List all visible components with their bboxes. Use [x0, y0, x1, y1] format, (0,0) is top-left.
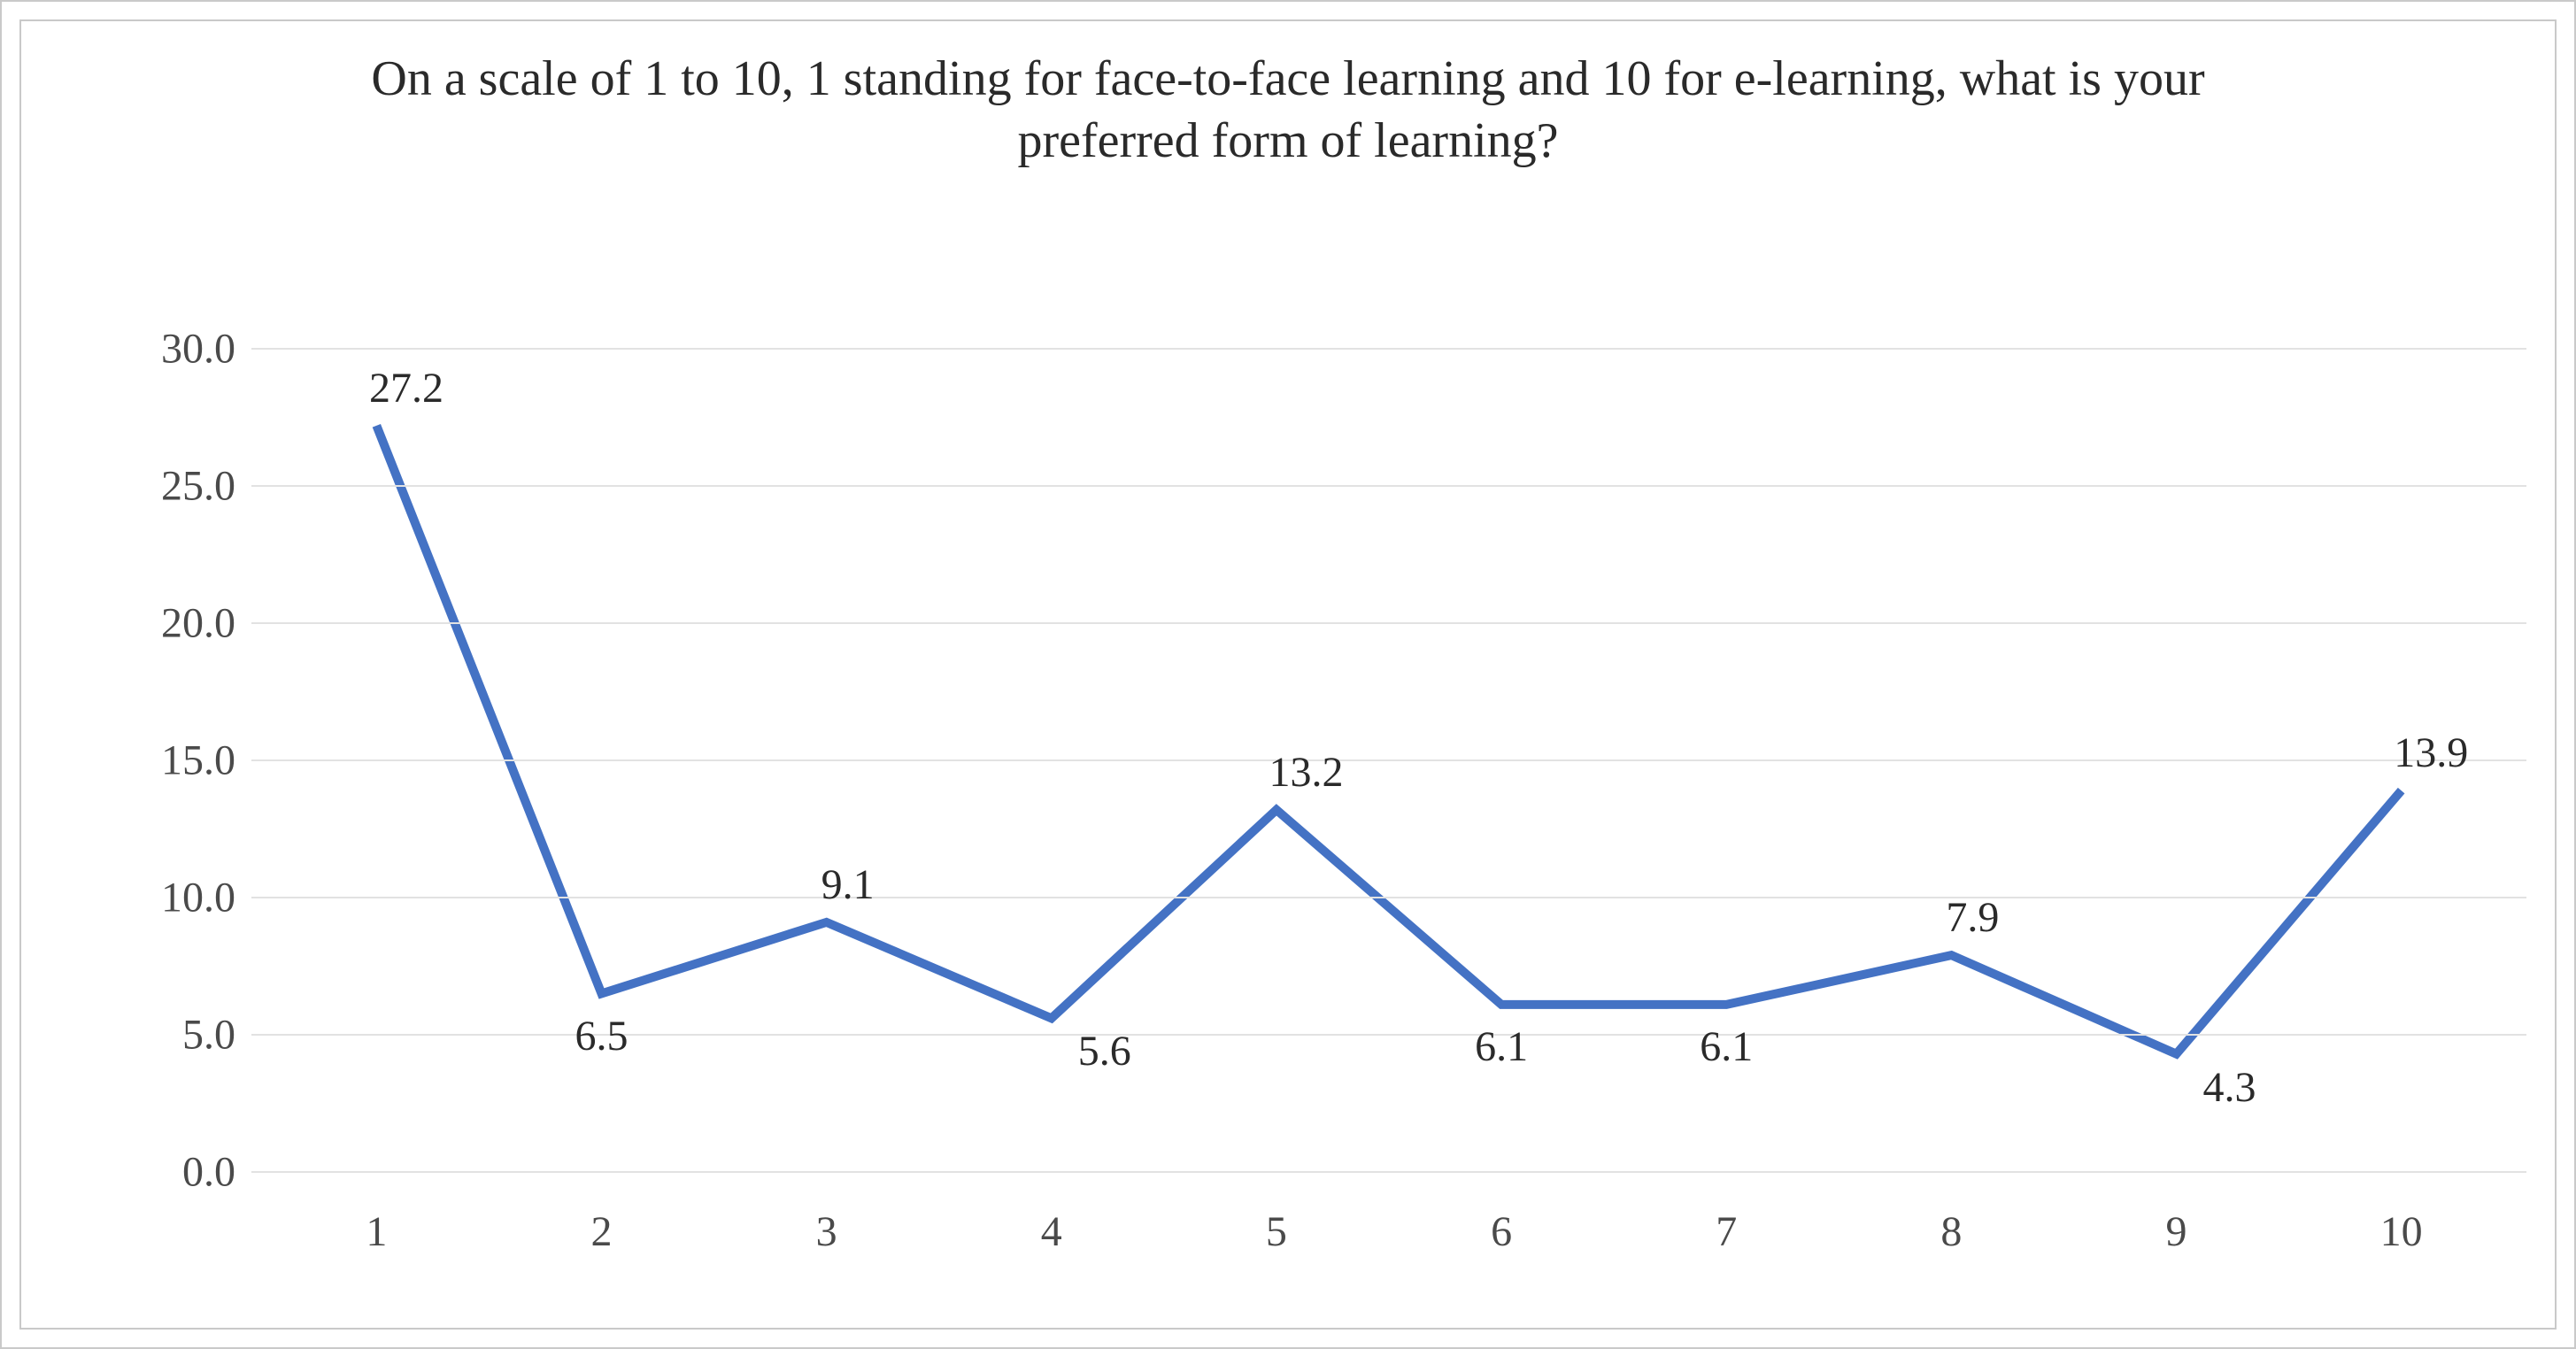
data-label: 5.6 — [1078, 1027, 1131, 1075]
x-tick-label: 7 — [1716, 1172, 1737, 1256]
y-tick-label: 5.0 — [182, 1011, 251, 1060]
y-tick-label: 25.0 — [161, 462, 251, 511]
x-tick-label: 2 — [590, 1172, 612, 1256]
data-label: 13.9 — [2394, 728, 2468, 777]
data-label: 27.2 — [369, 364, 443, 412]
x-tick-label: 9 — [2166, 1172, 2187, 1256]
x-tick-label: 5 — [1266, 1172, 1287, 1256]
y-tick-label: 10.0 — [161, 874, 251, 922]
y-tick-label: 15.0 — [161, 736, 251, 785]
chart-inner-frame: On a scale of 1 to 10, 1 standing for fa… — [19, 19, 2557, 1330]
data-label: 6.1 — [1475, 1022, 1528, 1071]
x-tick-label: 3 — [816, 1172, 837, 1256]
data-label: 6.5 — [575, 1012, 628, 1060]
y-tick-label: 20.0 — [161, 599, 251, 648]
data-label: 13.2 — [1269, 748, 1344, 797]
gridline — [251, 897, 2526, 898]
chart-title: On a scale of 1 to 10, 1 standing for fa… — [338, 48, 2239, 172]
data-label: 7.9 — [1946, 893, 1999, 942]
line-series — [376, 426, 2401, 1054]
chart-outer-frame: On a scale of 1 to 10, 1 standing for fa… — [0, 0, 2576, 1349]
gridline — [251, 485, 2526, 487]
plot-area: 0.05.010.015.020.025.030.01234567891027.… — [251, 349, 2526, 1172]
gridline — [251, 759, 2526, 761]
x-tick-label: 8 — [1940, 1172, 1962, 1256]
x-tick-label: 6 — [1491, 1172, 1512, 1256]
y-tick-label: 0.0 — [182, 1148, 251, 1197]
gridline — [251, 622, 2526, 624]
x-tick-label: 1 — [366, 1172, 387, 1256]
x-tick-label: 4 — [1041, 1172, 1062, 1256]
y-tick-label: 30.0 — [161, 325, 251, 374]
data-label: 9.1 — [821, 860, 875, 909]
x-tick-label: 10 — [2380, 1172, 2423, 1256]
data-label: 4.3 — [2203, 1063, 2256, 1112]
gridline — [251, 348, 2526, 350]
data-label: 6.1 — [1700, 1022, 1753, 1071]
